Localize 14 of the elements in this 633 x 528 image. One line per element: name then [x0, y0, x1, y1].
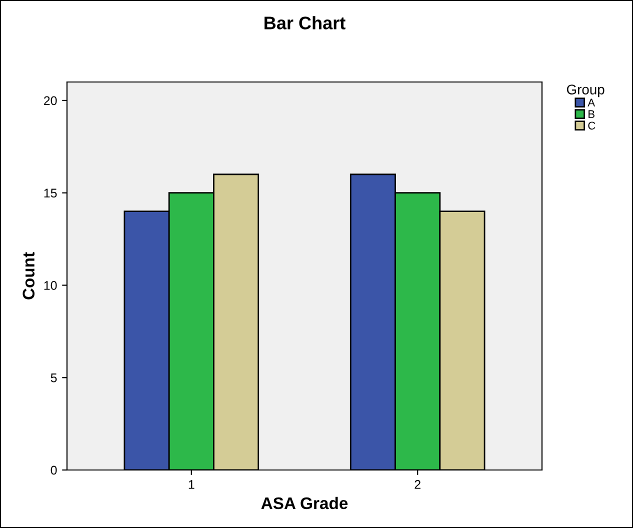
y-axis-title: Count	[22, 252, 35, 300]
legend-label: C	[588, 122, 596, 130]
legend-title: Group	[566, 84, 604, 98]
x-axis-title: ASA Grade	[261, 496, 348, 510]
legend-label: A	[588, 98, 596, 106]
x-tick-label: 2	[414, 480, 420, 489]
y-tick-label: 10	[44, 281, 57, 290]
x-tick-label: 1	[188, 480, 194, 489]
chart-title: Bar Chart	[264, 16, 346, 30]
y-tick-label: 5	[50, 374, 57, 382]
y-tick-label: 0	[50, 466, 57, 475]
legend-label: B	[588, 110, 594, 118]
y-tick-label: 20	[44, 96, 57, 106]
y-tick-label: 15	[44, 188, 57, 198]
